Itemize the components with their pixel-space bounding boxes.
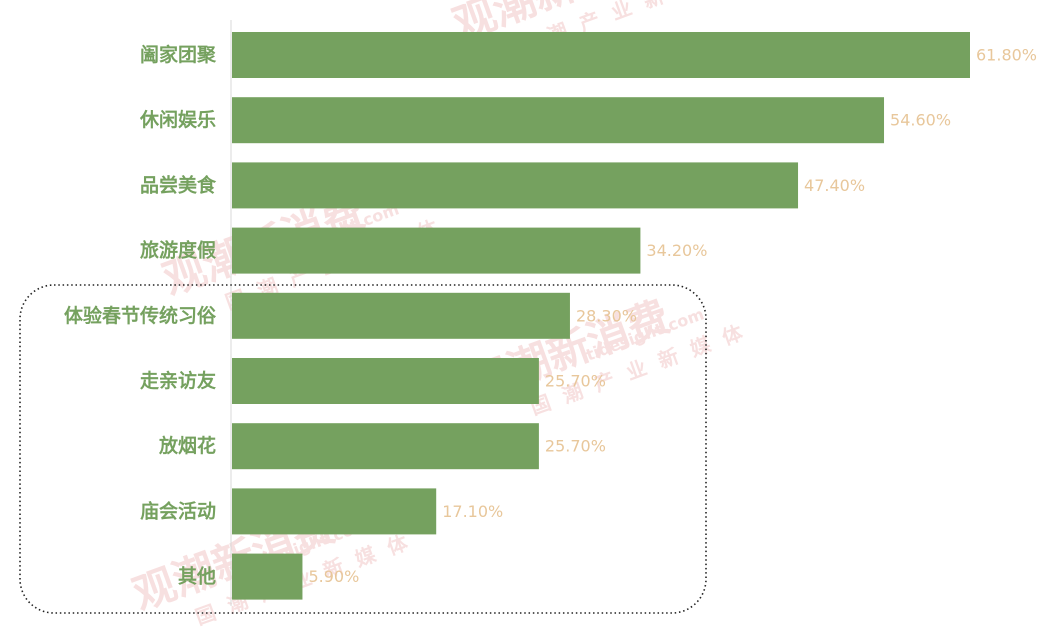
bar: [232, 162, 799, 209]
bar: [232, 227, 641, 274]
category-label: 走亲访友: [140, 369, 216, 392]
bar: [232, 292, 570, 339]
value-label: 28.30%: [576, 306, 637, 325]
category-label: 体验春节传统习俗: [64, 304, 217, 327]
category-label: 庙会活动: [140, 499, 216, 522]
value-label: 61.80%: [976, 46, 1037, 65]
value-labels: 61.80% 54.60% 47.40% 34.20% 28.30% 25.70% 25.7…: [308, 46, 1037, 587]
category-label: 放烟花: [158, 434, 216, 457]
value-label: 17.10%: [442, 502, 503, 521]
bar: [232, 553, 303, 600]
bar: [232, 423, 539, 470]
value-label: 54.60%: [890, 111, 951, 130]
highlight-box: [19, 284, 707, 614]
category-label: 品尝美食: [140, 173, 217, 196]
bar: [232, 358, 539, 404]
bar: [232, 488, 437, 535]
bar: [232, 32, 970, 78]
bar-series: [232, 32, 970, 600]
value-label: 25.70%: [545, 372, 606, 391]
category-label: 旅游度假: [140, 239, 216, 262]
value-label: 47.40%: [804, 176, 865, 195]
category-label: 休闲娱乐: [139, 108, 216, 131]
category-label: 阖家团聚: [140, 43, 217, 66]
category-label: 其他: [178, 565, 216, 588]
value-label: 34.20%: [646, 241, 707, 260]
bar: [232, 97, 885, 144]
value-label: 25.70%: [545, 437, 606, 456]
value-label: 5.90%: [308, 567, 359, 586]
